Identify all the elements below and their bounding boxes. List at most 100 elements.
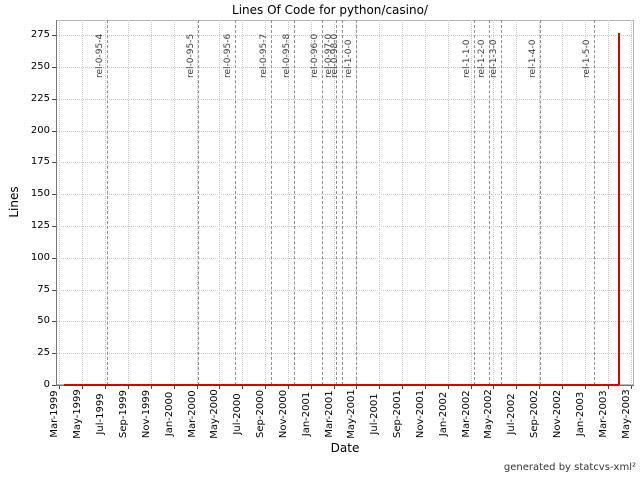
x-tick-label: Mar-2000 [186,390,198,438]
release-label: rel-1-0-0 [344,39,355,78]
x-tick-label: May-2003 [620,389,632,439]
release-line [293,20,295,385]
x-tick [333,385,335,389]
x-tick-label: May-2002 [483,389,495,439]
y-axis-line [56,20,57,385]
plot-area [56,20,634,385]
v-gridline [562,20,564,385]
y-tick-label: 250 [30,61,50,73]
x-tick [82,385,84,389]
release-label: rel-0-95-8 [281,33,292,78]
x-tick-label: Mar-1999 [49,390,61,438]
x-tick-label: Jan-2002 [437,391,449,437]
h-gridline [56,35,634,37]
y-tick [52,289,56,291]
x-tick [424,385,426,389]
v-gridline [287,20,289,385]
x-tick-label: Jul-2000 [232,393,244,435]
v-gridline [402,20,404,385]
v-gridline [265,20,267,385]
x-tick [287,385,289,389]
v-gridline [310,20,312,385]
release-label: rel-0-96-0 [310,33,321,78]
v-gridline [173,20,175,385]
x-tick-label: Mar-2001 [323,390,335,438]
release-label: rel-1-1-0 [462,39,473,78]
x-tick [173,385,175,389]
y-tick [52,130,56,132]
release-line [335,20,337,385]
release-line [356,20,358,385]
x-tick [379,385,381,389]
y-tick-label: 50 [37,315,50,327]
release-label: rel-0-98-0 [329,33,340,78]
v-gridline [584,20,586,385]
v-gridline [630,20,632,385]
v-gridline [539,20,541,385]
x-tick-label: Mar-2003 [597,390,609,438]
y-tick [52,226,56,228]
y-tick [52,67,56,69]
y-tick-label: 75 [37,283,50,295]
x-tick-label: Sep-1999 [117,390,129,438]
v-gridline [447,20,449,385]
release-line [197,20,199,385]
v-gridline [607,20,609,385]
release-label: rel-1-2-0 [476,39,487,78]
v-gridline [424,20,426,385]
release-label: rel-1-5-0 [582,39,593,78]
x-tick-label: May-1999 [72,389,84,439]
y-tick-label: 100 [30,251,50,263]
h-gridline [56,67,634,69]
h-gridline [56,162,634,164]
x-tick-label: Sep-2002 [529,390,541,438]
v-gridline [470,20,472,385]
y-tick-label: 0 [43,379,50,390]
y-tick-label: 125 [30,220,50,232]
h-gridline [56,98,634,100]
x-tick-label: May-2000 [209,389,221,439]
y-tick-label: 175 [30,156,50,168]
release-label: rel-1-3-0 [489,39,500,78]
x-tick [150,385,152,389]
y-tick [52,257,56,259]
x-tick [242,385,244,389]
x-tick [59,385,61,389]
y-tick-label: 275 [30,29,50,41]
x-tick [516,385,518,389]
y-tick [52,98,56,100]
release-label: rel-0-95-6 [223,33,234,78]
x-tick [105,385,107,389]
release-label: rel-1-4-0 [528,39,539,78]
x-tick-label: Mar-2002 [460,390,472,438]
h-gridline [56,353,634,355]
x-tick [265,385,267,389]
v-gridline [82,20,84,385]
x-tick-label: Nov-2000 [277,389,289,439]
release-label: rel-0-95-7 [258,33,269,78]
y-tick-label: 225 [30,92,50,104]
x-tick [402,385,404,389]
series-segment [618,32,621,385]
h-gridline [56,194,634,196]
x-tick [630,385,632,389]
x-tick [356,385,358,389]
series-segment [63,384,620,386]
release-line [474,20,476,385]
v-gridline [196,20,198,385]
v-gridline [333,20,335,385]
v-gridline [493,20,495,385]
release-label: rel-0-95-5 [185,33,196,78]
y-tick [52,353,56,355]
x-tick-label: Nov-2002 [552,389,564,439]
generator-credit: generated by statcvs-xml² [503,462,636,473]
x-tick [219,385,221,389]
x-tick-label: Jan-2000 [163,391,175,437]
x-tick [447,385,449,389]
x-tick-label: Jul-2001 [369,393,381,435]
chart-title: Lines Of Code for python/casino/ [232,3,428,17]
h-gridline [56,289,634,291]
v-gridline [59,20,61,385]
y-tick [52,194,56,196]
